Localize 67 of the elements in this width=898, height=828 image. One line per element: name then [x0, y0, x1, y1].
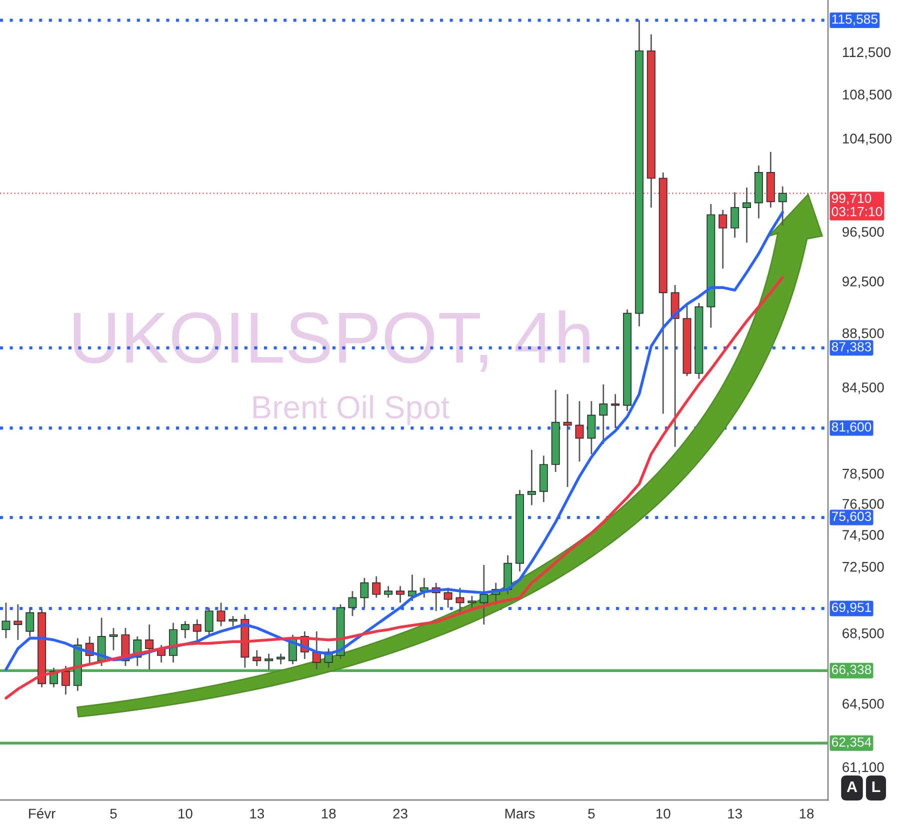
candlestick	[384, 585, 393, 598]
y-tick-label: 92,500	[842, 276, 884, 288]
candlestick	[26, 606, 34, 638]
y-tick-label: 68,500	[842, 628, 884, 640]
y-tick-label: 64,500	[842, 698, 884, 710]
candlestick	[14, 604, 22, 641]
y-tick-label: 74,500	[842, 530, 884, 542]
candlestick	[372, 576, 381, 598]
x-tick-label: 5	[110, 808, 117, 819]
ref-line-label: 66,338	[832, 664, 872, 676]
candlestick	[730, 192, 740, 238]
candlestick	[611, 393, 620, 429]
y-tick-label: 108,500	[842, 90, 892, 102]
candlestick	[276, 653, 286, 665]
candlestick	[61, 665, 70, 696]
y-tick-label: 104,500	[842, 134, 892, 146]
candlestick	[599, 384, 608, 445]
candlestick	[360, 577, 369, 608]
x-tick-label: 13	[728, 808, 742, 819]
x-tick-label: Févr	[29, 808, 56, 819]
candlestick	[109, 627, 118, 651]
y-tick-label: 96,500	[842, 226, 884, 238]
y-tick-label: 72,500	[842, 562, 884, 574]
x-tick-label: Mars	[505, 808, 535, 819]
ref-line-label: 81,600	[832, 422, 872, 434]
text: L	[872, 781, 880, 792]
x-tick-label: 10	[656, 808, 670, 819]
candlestick	[348, 590, 357, 617]
y-tick-label: 88,500	[842, 328, 884, 340]
candlestick	[587, 400, 596, 455]
candlestick	[468, 595, 476, 610]
candlestick	[718, 209, 728, 270]
x-tick-label: 13	[250, 808, 264, 819]
candlestick	[408, 574, 416, 602]
text: A	[846, 781, 858, 792]
candlestick	[396, 585, 405, 604]
candlestick	[264, 653, 274, 670]
y-tick-label: 112,500	[842, 47, 891, 59]
x-tick-label: 23	[393, 808, 408, 819]
candlestick	[778, 186, 787, 226]
y-tick-label: 76,500	[842, 498, 884, 510]
candlestick	[145, 624, 154, 670]
x-tick-label: 18	[322, 808, 336, 819]
x-tick-label: 18	[800, 808, 814, 819]
candlestick	[563, 393, 572, 488]
candlestick	[527, 449, 536, 506]
ref-line-label: 115,585	[832, 14, 878, 26]
ref-line-label: 87,383	[832, 342, 872, 353]
y-tick-label: 84,500	[842, 382, 884, 394]
ref-line-label: 75,603	[832, 512, 872, 523]
candlestick	[204, 606, 214, 636]
candlestick	[228, 615, 238, 627]
y-tick-label: 78,500	[842, 468, 884, 480]
line-series	[4, 276, 784, 700]
ref-line-label: 62,354	[832, 737, 872, 748]
candlestick	[252, 650, 262, 667]
candlestick	[216, 602, 226, 627]
candlestick	[180, 620, 190, 639]
x-tick-label: 10	[178, 808, 192, 819]
y-tick-label: 61,100	[842, 762, 884, 774]
candlestick	[575, 400, 584, 462]
ref-line-label: 69,951	[832, 602, 872, 614]
candlestick	[742, 186, 751, 244]
x-tick-label: 5	[588, 808, 595, 819]
candlestick	[2, 602, 10, 639]
ref-line-label: 99,710 03:17:10	[832, 194, 882, 216]
candlestick	[480, 564, 488, 626]
